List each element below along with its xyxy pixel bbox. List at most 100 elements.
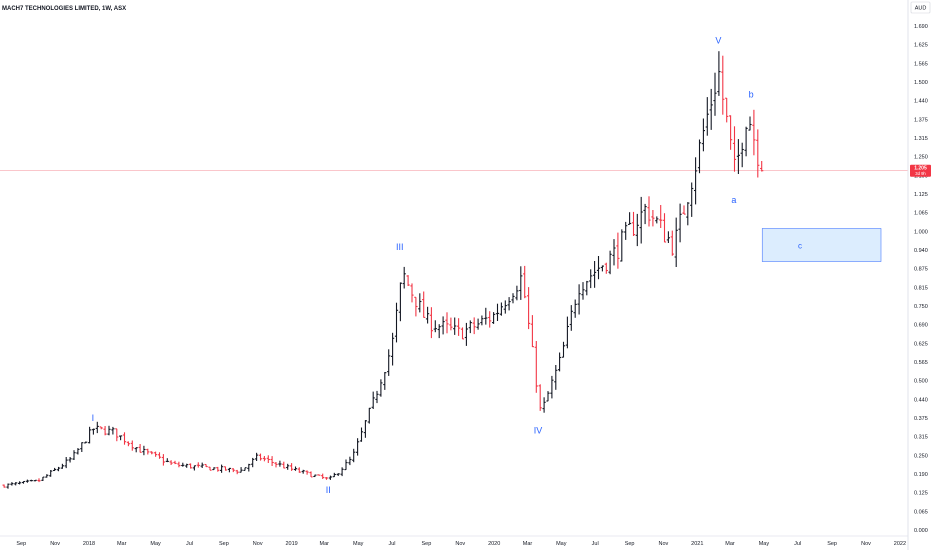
ohlc-bar bbox=[499, 302, 503, 316]
ohlc-bar bbox=[495, 303, 500, 321]
x-tick-label: 2020 bbox=[488, 541, 500, 547]
x-tick-label: Nov bbox=[253, 541, 263, 547]
x-axis[interactable]: Sep Nov 2018 Mar May Jul Sep Nov 2019 Mar May Jul Se… bbox=[16, 541, 906, 547]
ohlc-bar bbox=[231, 468, 235, 473]
ohlc-bar bbox=[565, 316, 569, 349]
ohlc-bar bbox=[41, 476, 45, 481]
ohlc-bar bbox=[150, 451, 154, 455]
ohlc-bar bbox=[290, 463, 294, 471]
ohlc-bar bbox=[686, 202, 690, 226]
ohlc-bar bbox=[534, 341, 538, 393]
ohlc-bar bbox=[410, 283, 414, 303]
wave-label-IV: IV bbox=[534, 425, 543, 435]
ohlc-bar bbox=[317, 474, 321, 476]
ohlc-bar bbox=[697, 139, 702, 174]
ohlc-bar bbox=[725, 97, 729, 123]
ohlc-bar bbox=[363, 420, 367, 438]
ohlc-bar bbox=[433, 320, 437, 333]
ohlc-bar bbox=[367, 407, 371, 424]
y-axis[interactable]: AUD 1.690 1.625 1.565 1.500 1.440 1.375 1.315 1… bbox=[910, 1, 931, 534]
x-tick-label: May bbox=[353, 541, 364, 547]
ohlc-bar bbox=[639, 196, 643, 244]
ohlc-bar bbox=[192, 465, 196, 471]
ohlc-bar bbox=[561, 341, 566, 358]
ohlc-bar bbox=[631, 211, 636, 236]
currency-box[interactable] bbox=[910, 1, 931, 14]
ohlc-bar bbox=[624, 221, 628, 240]
ohlc-bar bbox=[391, 332, 395, 366]
x-tick-label: Sep bbox=[422, 541, 432, 547]
ohlc-bar bbox=[554, 365, 558, 390]
x-tick-label: 2021 bbox=[691, 541, 703, 547]
x-tick-label: 2018 bbox=[83, 541, 95, 547]
ohlc-bar bbox=[449, 317, 453, 331]
x-tick-label: Jul bbox=[388, 541, 395, 547]
ohlc-bar bbox=[694, 157, 698, 205]
y-tick-label: 1.000 bbox=[914, 229, 928, 235]
ohlc-bar bbox=[538, 384, 542, 411]
ohlc-bar bbox=[212, 467, 216, 471]
ohlc-bar bbox=[453, 317, 457, 335]
x-tick-label: Sep bbox=[219, 541, 229, 547]
ohlc-bar bbox=[729, 115, 733, 150]
ohlc-bar bbox=[99, 426, 103, 430]
ohlc-bar bbox=[196, 462, 200, 468]
y-tick-label: 1.440 bbox=[914, 99, 928, 105]
ohlc-bar bbox=[45, 474, 49, 478]
ohlc-bar bbox=[185, 463, 189, 468]
target-zone-c[interactable] bbox=[761, 228, 882, 262]
ohlc-bar bbox=[573, 299, 577, 318]
ohlc-bar bbox=[21, 480, 26, 484]
ohlc-bar bbox=[569, 305, 573, 331]
ohlc-bar bbox=[457, 318, 461, 336]
ohlc-bar bbox=[371, 391, 375, 409]
ohlc-bar bbox=[612, 239, 616, 266]
ohlc-bar bbox=[262, 456, 266, 462]
ohlc-bar bbox=[270, 456, 274, 466]
ohlc-bar bbox=[740, 142, 744, 168]
ohlc-bar bbox=[670, 230, 674, 256]
ohlc-bar bbox=[336, 473, 340, 476]
x-tick-label: Mar bbox=[117, 541, 127, 547]
ohlc-bar bbox=[60, 463, 64, 469]
ohlc-bar bbox=[558, 352, 562, 372]
ohlc-bar bbox=[468, 320, 472, 334]
ohlc-bar bbox=[546, 391, 550, 402]
ohlc-bar bbox=[220, 464, 224, 473]
ohlc-bar bbox=[53, 467, 57, 472]
y-tick-label: 1.690 bbox=[914, 24, 928, 30]
y-tick-label: 1.375 bbox=[914, 117, 928, 123]
ohlc-bar bbox=[472, 317, 476, 335]
ohlc-bar bbox=[235, 469, 239, 475]
ohlc-bar bbox=[414, 296, 418, 317]
ohlc-bar bbox=[91, 428, 95, 435]
ohlc-bar bbox=[356, 438, 360, 456]
ohlc-bar bbox=[305, 470, 309, 475]
y-tick-label: 0.065 bbox=[914, 509, 928, 515]
ohlc-bar bbox=[519, 266, 523, 300]
ohlc-bar bbox=[480, 315, 484, 326]
ohlc-bar bbox=[29, 479, 33, 482]
ohlc-bar bbox=[682, 205, 686, 215]
ohlc-bar bbox=[666, 231, 670, 243]
ohlc-bar bbox=[348, 456, 352, 466]
ohlc-bar bbox=[227, 467, 231, 473]
ohlc-bar bbox=[662, 213, 667, 243]
wave-label-a: a bbox=[731, 195, 736, 205]
ohlc-bar bbox=[402, 266, 406, 289]
ohlc-bars bbox=[2, 51, 764, 489]
x-tick-label: Mar bbox=[523, 541, 533, 547]
ohlc-bar bbox=[72, 450, 76, 460]
target-zone-box[interactable] bbox=[761, 228, 882, 262]
ohlc-bar bbox=[344, 459, 348, 471]
ohlc-bar bbox=[169, 460, 173, 465]
y-tick-label: 0.565 bbox=[914, 360, 928, 366]
ohlc-bar bbox=[200, 462, 204, 468]
ohlc-bar bbox=[748, 116, 752, 131]
ohlc-bar bbox=[604, 262, 608, 274]
ohlc-bar bbox=[585, 280, 589, 296]
ohlc-bar bbox=[460, 327, 465, 340]
ohlc-bar bbox=[76, 448, 80, 455]
ohlc-bar bbox=[620, 229, 624, 262]
